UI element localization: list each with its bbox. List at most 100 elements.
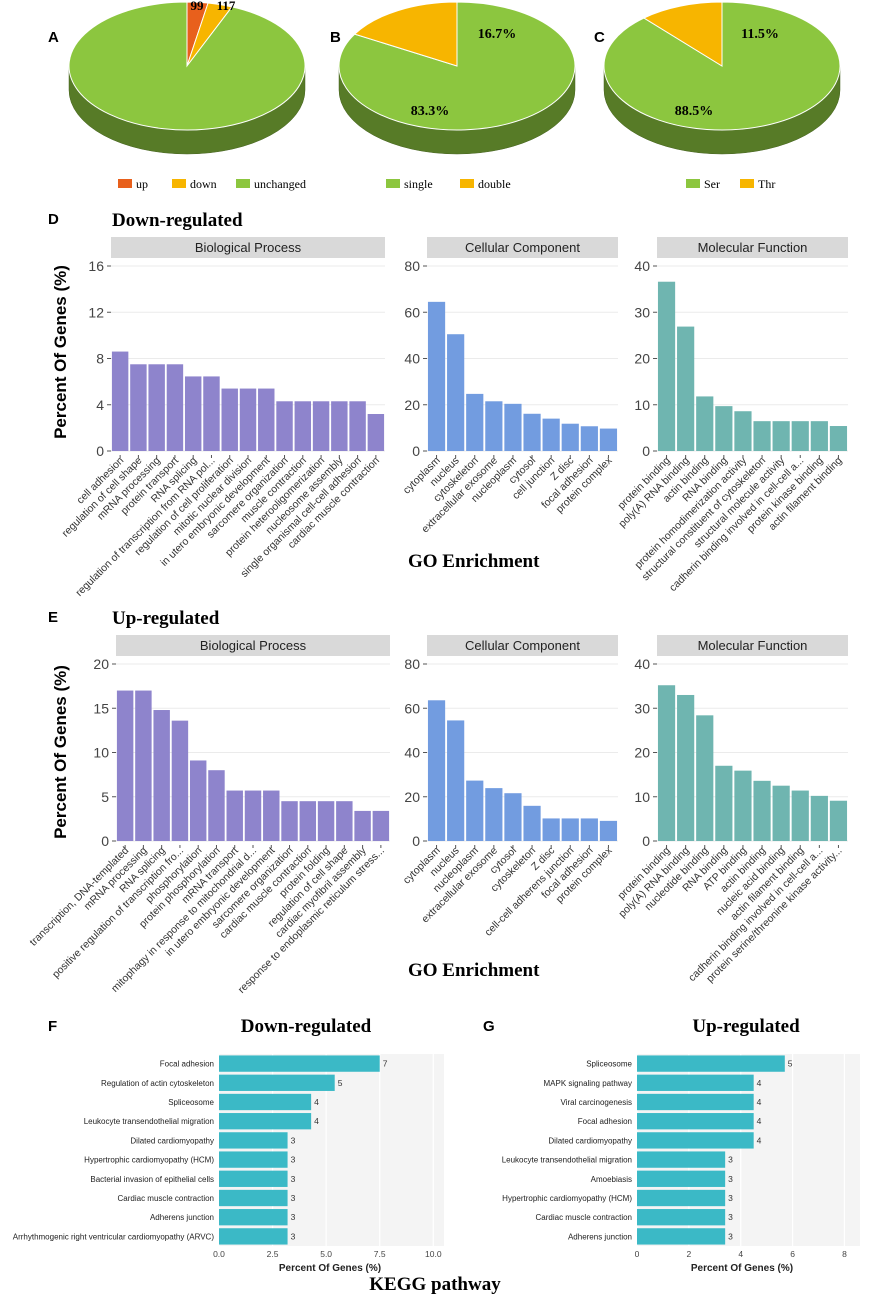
y-tick-label: 20 xyxy=(404,397,420,413)
bar-chart-down-cellular-component: Cellular Component020406080cytoplasmnucl… xyxy=(401,237,618,535)
bar xyxy=(599,820,618,841)
bar xyxy=(677,326,695,451)
bar xyxy=(523,805,541,841)
y-tick-label: 0 xyxy=(642,443,650,459)
bar xyxy=(219,1151,288,1168)
pie-slice-Thr xyxy=(642,1,723,67)
bar xyxy=(772,421,790,451)
bar-value-label: 3 xyxy=(291,1193,296,1203)
y-tick-label: 60 xyxy=(404,700,420,716)
bar xyxy=(637,1055,785,1072)
bar xyxy=(696,715,714,841)
bar xyxy=(772,785,790,841)
bar xyxy=(219,1074,335,1091)
x-tick-label: 2.5 xyxy=(267,1249,279,1259)
bar xyxy=(219,1170,288,1187)
bar-value-label: 3 xyxy=(291,1174,296,1184)
legend-swatch-unchanged xyxy=(236,179,250,188)
legend-label-unchanged: unchanged xyxy=(254,177,306,191)
y-axis-title-up: Percent Of Genes (%) xyxy=(51,665,70,839)
kegg-title: Up-regulated xyxy=(692,1016,800,1037)
category-label: Regulation of actin cytoskeleton xyxy=(101,1079,214,1088)
bar xyxy=(715,406,733,451)
bar xyxy=(542,418,560,451)
x-tick-label: 5.0 xyxy=(320,1249,332,1259)
bar xyxy=(561,818,579,841)
y-tick-label: 40 xyxy=(404,351,420,367)
category-label: Cardiac muscle contraction xyxy=(536,1213,632,1222)
bar xyxy=(810,795,828,841)
bar-value-label: 3 xyxy=(728,1212,733,1222)
panel-letter-g: G xyxy=(483,1018,495,1035)
bar xyxy=(504,793,522,841)
legend-swatch-down xyxy=(172,179,186,188)
bar xyxy=(427,301,446,451)
y-tick-label: 10 xyxy=(634,789,650,805)
bar-value-label: 4 xyxy=(757,1135,762,1145)
x-tick-label: 7.5 xyxy=(374,1249,386,1259)
bar xyxy=(354,810,371,841)
bar-chart-up-cellular-component: Cellular Component020406080cytoplasmnucl… xyxy=(401,635,618,939)
y-tick-label: 40 xyxy=(404,745,420,761)
legend-label-up: up xyxy=(136,177,148,191)
bar-value-label: 3 xyxy=(728,1193,733,1203)
bar xyxy=(715,765,733,841)
x-tick-label: 2 xyxy=(686,1249,691,1259)
y-tick-label: 0 xyxy=(412,833,420,849)
kegg-pathway-label: KEGG pathway xyxy=(369,1274,501,1295)
panel-letter-e: E xyxy=(48,609,58,626)
bar xyxy=(637,1132,754,1149)
bar xyxy=(637,1113,754,1130)
category-label: Arrhythmogenic right ventricular cardiom… xyxy=(13,1232,215,1241)
bar xyxy=(791,421,809,451)
facet-title: Biological Process xyxy=(200,638,307,653)
bar xyxy=(171,720,189,841)
y-tick-label: 15 xyxy=(93,700,109,716)
bar xyxy=(637,1074,754,1091)
bar xyxy=(447,720,465,841)
pie-slice-single xyxy=(338,1,576,131)
bar xyxy=(485,788,503,841)
legend-swatch-Thr xyxy=(740,179,754,188)
y-tick-label: 20 xyxy=(93,656,109,672)
bar xyxy=(349,401,366,451)
bar xyxy=(135,690,152,841)
bar-value-label: 4 xyxy=(314,1097,319,1107)
pie-slice-double xyxy=(353,1,458,67)
x-tick-label: 8 xyxy=(842,1249,847,1259)
category-label: Leukocyte transendothelial migration xyxy=(502,1156,632,1165)
bar xyxy=(637,1151,726,1168)
legend-label-down: down xyxy=(190,177,217,191)
bar xyxy=(111,351,129,451)
category-label: Bacterial invasion of epithelial cells xyxy=(90,1175,214,1184)
bar xyxy=(561,423,579,451)
bar xyxy=(219,1113,312,1130)
bar xyxy=(219,1228,288,1245)
bar xyxy=(466,780,484,841)
bar-value-label: 4 xyxy=(314,1116,319,1126)
facet-title: Cellular Component xyxy=(465,638,580,653)
category-label: Viral carcinogenesis xyxy=(561,1098,632,1107)
bar xyxy=(637,1228,726,1245)
category-label: MAPK signaling pathway xyxy=(544,1079,633,1088)
bar xyxy=(523,413,541,451)
bar xyxy=(219,1209,288,1226)
pie-chart-modification-status: 99 117 up down unchanged xyxy=(68,0,306,191)
bar xyxy=(281,801,298,841)
bar xyxy=(184,376,202,451)
bar xyxy=(166,364,184,451)
panel-letter-c: C xyxy=(594,29,605,46)
bar xyxy=(829,426,848,451)
bar-value-label: 4 xyxy=(757,1097,762,1107)
facet-strip xyxy=(427,237,618,258)
facet-title: Molecular Function xyxy=(698,240,808,255)
x-tick-label: 6 xyxy=(790,1249,795,1259)
bar-value-label: 3 xyxy=(728,1155,733,1165)
bar-value-label: 3 xyxy=(291,1212,296,1222)
legend-swatch-single xyxy=(386,179,400,188)
pie-slice-unchanged xyxy=(68,1,306,131)
y-tick-label: 10 xyxy=(634,397,650,413)
bar xyxy=(696,396,714,451)
